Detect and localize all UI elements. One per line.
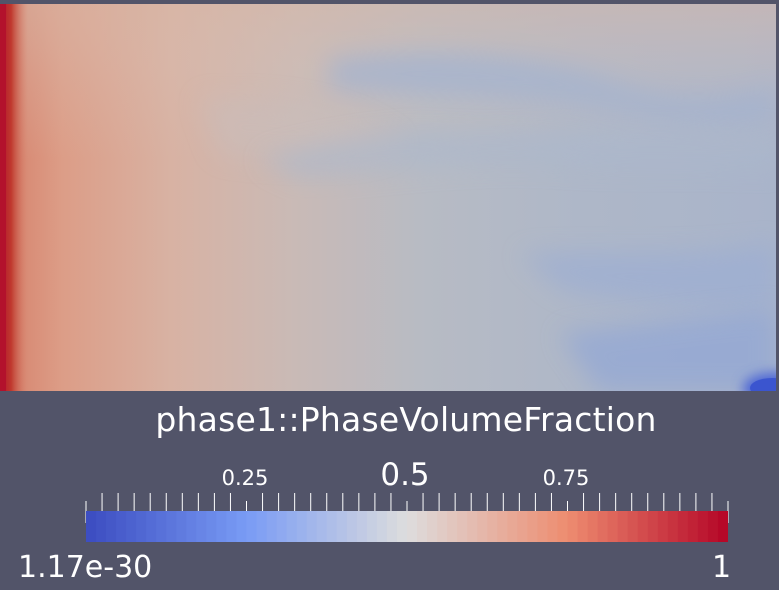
colorbar-cell [346, 511, 358, 542]
colorbar-cell [417, 511, 428, 542]
colorbar[interactable] [86, 511, 728, 542]
colorbar-cell [136, 511, 147, 542]
colorbar-cell [637, 511, 649, 542]
colorbar-range-min: 1.17e-30 [18, 550, 153, 585]
colorbar-cell [617, 511, 629, 542]
field-render [0, 4, 776, 391]
colorbar-cell [216, 511, 228, 542]
colorbar-cell [236, 511, 248, 542]
color-legend-title: phase1::PhaseVolumeFraction [155, 400, 657, 439]
colorbar-cell [396, 511, 408, 542]
volume-fraction-field[interactable] [0, 4, 776, 391]
colorbar-cell [256, 511, 268, 542]
colorbar-cell [647, 511, 659, 542]
colorbar-cell [527, 511, 539, 542]
colorbar-cell [366, 511, 378, 542]
colorbar-cell [296, 511, 308, 542]
colorbar-range-max: 1 [712, 550, 732, 585]
colorbar-cell [206, 511, 218, 542]
colorbar-cell [667, 511, 679, 542]
colorbar-cell [567, 511, 579, 542]
colorbar-cell [497, 511, 508, 542]
colorbar-cell [407, 511, 418, 542]
colorbar-cell [146, 511, 157, 542]
colorbar-cell [86, 511, 97, 542]
colorbar-cell [246, 511, 258, 542]
colorbar-cell [437, 511, 448, 542]
colorbar-cell [386, 511, 398, 542]
colorbar-cell [677, 511, 689, 542]
colorbar-cell [557, 511, 569, 542]
colorbar-cell [577, 511, 589, 542]
colorbar-cell [196, 511, 207, 542]
colorbar-tick-label: 0.25 [221, 466, 269, 490]
colorbar-cell [306, 511, 318, 542]
colorbar-cell [517, 511, 528, 542]
colorbar-cell [697, 511, 709, 542]
colorbar-cell [316, 511, 328, 542]
colorbar-tick-label: 0.75 [542, 466, 590, 490]
colorbar-cell [627, 511, 639, 542]
colorbar-cell [447, 511, 458, 542]
colorbar-cell [126, 511, 137, 542]
colorbar-cell [276, 511, 288, 542]
colorbar-cell [507, 511, 518, 542]
colorbar-cell [96, 511, 107, 542]
colorbar-cell [226, 511, 238, 542]
colorbar-cell [707, 511, 719, 542]
colorbar-tick-label: 0.5 [380, 457, 430, 493]
colorbar-cell [106, 511, 117, 542]
colorbar-cell [286, 511, 298, 542]
colorbar-cell [376, 511, 388, 542]
colorbar-cell [717, 511, 728, 542]
colorbar-cell [457, 511, 468, 542]
colorbar-cell [176, 511, 187, 542]
colorbar-cell [356, 511, 368, 542]
colorbar-cell [587, 511, 599, 542]
colorbar-cell [116, 511, 127, 542]
colorbar-cell [156, 511, 167, 542]
colorbar-cell [326, 511, 338, 542]
colorbar-cell [186, 511, 197, 542]
colorbar-cell [657, 511, 669, 542]
colorbar-cell [266, 511, 278, 542]
colorbar-cell [597, 511, 609, 542]
colorbar-cell [477, 511, 488, 542]
colorbar-cell [537, 511, 549, 542]
colorbar-cell [166, 511, 177, 542]
colorbar-cell [487, 511, 498, 542]
colorbar-cell [467, 511, 478, 542]
colorbar-cell [336, 511, 348, 542]
colorbar-cell [547, 511, 559, 542]
colorbar-cell [427, 511, 438, 542]
colorbar-cell [607, 511, 619, 542]
colorbar-cell [687, 511, 699, 542]
